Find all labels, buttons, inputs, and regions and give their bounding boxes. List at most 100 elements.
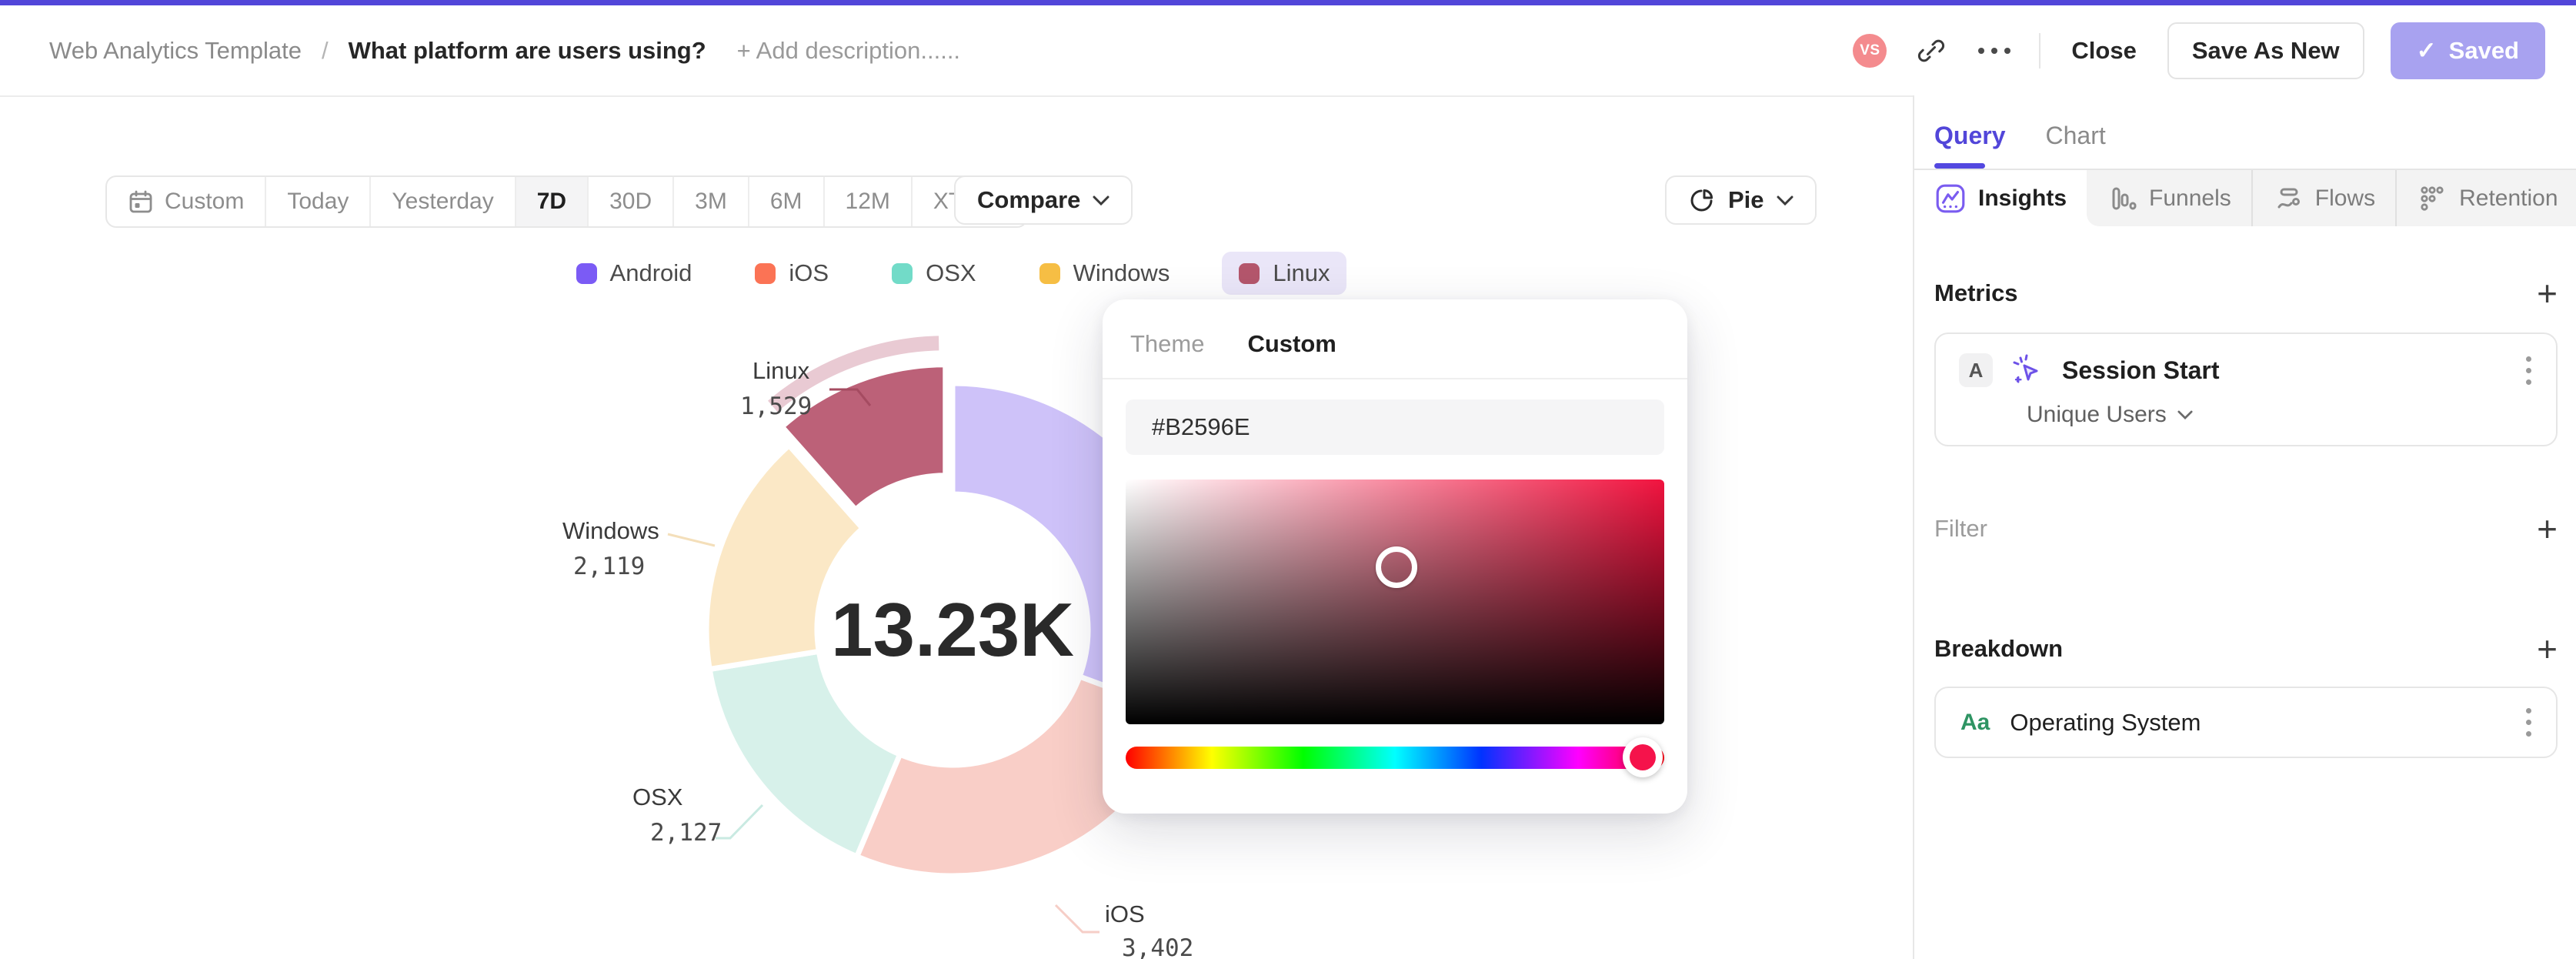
highlight-ring-linux (763, 332, 943, 417)
retention-icon (2421, 185, 2444, 211)
date-range-label: Custom (165, 189, 245, 214)
color-picker-popup: Theme Custom #B2596E (1103, 299, 1687, 814)
metric-card[interactable]: A Session Start Unique Users (1934, 332, 2558, 446)
add-filter-button[interactable]: + (2537, 509, 2558, 549)
tab-theme[interactable]: Theme (1130, 330, 1205, 357)
hue-slider[interactable] (1126, 730, 1664, 784)
add-metric-button[interactable]: + (2537, 273, 2558, 313)
date-range-label: Yesterday (392, 189, 494, 214)
breadcrumb: Web Analytics Template / What platform a… (49, 37, 960, 65)
color-picker-cursor[interactable] (1376, 546, 1418, 589)
filter-section: Filter + (1914, 511, 2576, 546)
view-tab-insights[interactable]: Insights (1914, 170, 2087, 226)
saved-label: Saved (2448, 36, 2519, 64)
chart-type-button[interactable]: Pie (1665, 175, 1817, 225)
slice-label-value-linux: 1,529 (740, 393, 812, 420)
saturation-value-area[interactable] (1126, 480, 1664, 724)
save-as-new-button[interactable]: Save As New (2167, 22, 2364, 79)
compare-button[interactable]: Compare (954, 175, 1133, 225)
view-tab-funnels[interactable]: Funnels (2087, 170, 2251, 226)
breakdown-card[interactable]: Aa Operating System (1934, 687, 2558, 758)
sidebar: Query Chart Insights Funnels Flows Retentio… (1913, 95, 2576, 959)
pie-slice-linux[interactable] (779, 362, 949, 513)
chart-legend: Android iOS OSX Windows Linux (0, 252, 1912, 295)
legend-item-android[interactable]: Android (566, 252, 703, 295)
hex-color-input[interactable]: #B2596E (1126, 399, 1664, 455)
legend-label: Linux (1273, 259, 1330, 286)
date-range-30d[interactable]: 30D (589, 177, 675, 226)
chevron-down-icon (2177, 410, 2193, 419)
label-leader-linux (829, 388, 872, 406)
chart-type-label: Pie (1728, 186, 1764, 213)
slice-label-name-osx: OSX (632, 784, 683, 810)
legend-item-linux[interactable]: Linux (1222, 252, 1347, 295)
header-actions: VS Close Save As New ✓ Saved (1853, 5, 2545, 95)
aggregation-label: Unique Users (2027, 402, 2167, 427)
aggregation-selector[interactable]: Unique Users (2027, 402, 2534, 428)
slice-label-value-ios: 3,402 (1122, 934, 1193, 959)
slice-label-name-ios: iOS (1105, 901, 1145, 927)
breakdown-title: Breakdown (1934, 635, 2064, 662)
tab-query[interactable]: Query (1934, 122, 2005, 169)
flows-icon (2277, 188, 2300, 208)
compare-label: Compare (977, 186, 1081, 213)
more-options-icon[interactable] (1976, 32, 2013, 69)
slice-label-name-linux: Linux (752, 357, 810, 384)
tab-chart[interactable]: Chart (2045, 122, 2106, 149)
hue-track[interactable] (1126, 746, 1664, 769)
breakdown-menu-icon[interactable] (2523, 705, 2534, 740)
saved-button[interactable]: ✓ Saved (2390, 22, 2545, 79)
date-range-yesterday[interactable]: Yesterday (371, 177, 516, 226)
page-title[interactable]: What platform are users using? (348, 36, 706, 64)
metric-menu-icon[interactable] (2523, 353, 2534, 388)
header-divider (2039, 32, 2041, 68)
label-leader-osx (716, 804, 764, 840)
metric-label: Session Start (2062, 356, 2220, 384)
add-breakdown-button[interactable]: + (2537, 629, 2558, 669)
chevron-down-icon (1093, 195, 1109, 206)
pie-slice-windows[interactable] (703, 443, 866, 672)
top-accent-bar (0, 0, 2576, 5)
view-tab-label: Flows (2314, 185, 2376, 211)
date-range-today[interactable]: Today (266, 177, 372, 226)
date-range-7d[interactable]: 7D (516, 177, 589, 226)
view-tab-flows[interactable]: Flows (2251, 170, 2396, 226)
pie-slice-osx[interactable] (706, 648, 903, 860)
date-range-label: 6M (769, 189, 802, 214)
date-range-custom[interactable]: Custom (107, 177, 267, 226)
header: Web Analytics Template / What platform a… (0, 5, 2576, 97)
legend-item-ios[interactable]: iOS (744, 252, 839, 295)
funnels-icon (2112, 187, 2137, 209)
filter-title: Filter (1934, 515, 1987, 542)
sidebar-tabs: Query Chart (1914, 95, 2576, 169)
date-range-6m[interactable]: 6M (749, 177, 825, 226)
insights-icon (1936, 184, 1965, 212)
legend-label: Android (609, 259, 692, 286)
string-property-icon: Aa (1960, 709, 1990, 735)
series-badge: A (1959, 353, 1993, 387)
slice-label-value-windows: 2,119 (573, 553, 645, 580)
view-tab-retention[interactable]: Retention (2395, 170, 2576, 226)
tab-custom[interactable]: Custom (1247, 330, 1336, 357)
popup-divider (1103, 378, 1687, 379)
breadcrumb-root-link[interactable]: Web Analytics Template (49, 36, 302, 64)
legend-item-windows[interactable]: Windows (1029, 252, 1181, 295)
legend-swatch (576, 262, 597, 284)
view-tab-label: Retention (2459, 185, 2558, 211)
hue-slider-handle[interactable] (1623, 737, 1663, 777)
add-description-button[interactable]: + Add description...... (736, 36, 961, 64)
date-range-3m[interactable]: 3M (674, 177, 749, 226)
pie-chart-icon (1690, 189, 1713, 212)
legend-item-osx[interactable]: OSX (881, 252, 986, 295)
avatar[interactable]: VS (1853, 33, 1887, 68)
share-link-icon[interactable] (1913, 32, 1950, 69)
session-start-icon (2013, 354, 2038, 383)
legend-label: OSX (926, 259, 976, 286)
date-range-label: 12M (845, 189, 890, 214)
date-range-12m[interactable]: 12M (825, 177, 913, 226)
date-range-label: Today (287, 189, 349, 214)
close-button[interactable]: Close (2071, 36, 2137, 64)
breakdown-section: Breakdown + Aa Operating System (1914, 631, 2576, 758)
date-range-label: 7D (536, 189, 567, 214)
